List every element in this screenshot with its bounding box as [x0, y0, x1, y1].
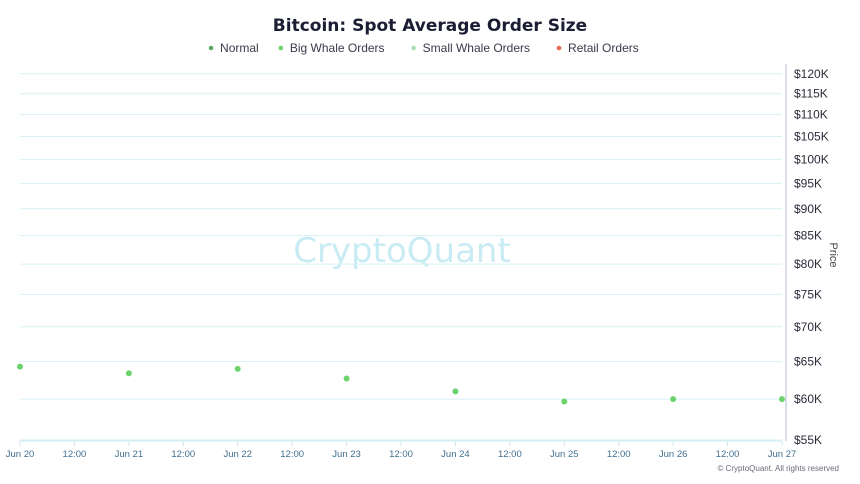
copyright: © CryptoQuant. All rights reserved	[718, 464, 840, 473]
grid	[20, 73, 782, 441]
y-tick-label: $115K	[794, 87, 828, 101]
legend-entry[interactable]: Big Whale Orders	[290, 41, 385, 55]
legend-marker	[208, 45, 214, 51]
data-point[interactable]	[234, 365, 241, 372]
x-tick-label: Jun 22	[223, 449, 252, 460]
y-tick-label: $60K	[794, 392, 822, 406]
x-tick-label: 12:00	[63, 449, 87, 460]
x-tick-label: 12:00	[498, 449, 522, 460]
y-tick-label: $80K	[794, 257, 822, 271]
data-point[interactable]	[125, 370, 132, 377]
legend-entry[interactable]: Retail Orders	[568, 41, 639, 55]
y-tick-label: $90K	[794, 202, 822, 216]
x-tick-label: Jun 26	[659, 449, 688, 460]
chart-title: Bitcoin: Spot Average Order Size	[273, 16, 587, 36]
legend-entry[interactable]: Normal	[220, 41, 259, 55]
x-tick-label: Jun 20	[6, 449, 35, 460]
x-tick-label: 12:00	[280, 449, 304, 460]
legend-marker	[411, 45, 416, 51]
x-tick-label: 12:00	[171, 449, 195, 460]
y-tick-label: $65K	[794, 355, 822, 369]
watermark: CryptoQuant	[293, 231, 511, 271]
data-point[interactable]	[17, 363, 23, 370]
y-axis-label: Price	[827, 242, 839, 267]
y-tick-label: $105K	[794, 129, 829, 143]
y-tick-label: $85K	[794, 229, 822, 243]
x-tick-label: Jun 25	[550, 449, 579, 460]
x-tick-label: Jun 27	[768, 449, 797, 460]
y-tick-label: $120K	[794, 67, 829, 81]
legend-marker	[278, 45, 284, 51]
y-axis: $120K $115K $110K $105K $100K $95K $90K $85K $80…	[785, 64, 829, 447]
y-tick-label: $100K	[794, 152, 829, 166]
x-tick-label: 12:00	[389, 449, 413, 460]
data-point[interactable]	[561, 398, 568, 405]
data-point[interactable]	[670, 396, 677, 403]
data-point[interactable]	[779, 396, 785, 403]
data-point[interactable]	[343, 375, 350, 382]
legend-marker	[556, 45, 562, 51]
y-tick-label: $75K	[794, 287, 822, 301]
y-tick-label: $70K	[794, 320, 822, 334]
data-point[interactable]	[452, 388, 459, 395]
x-axis: Jun 20 12:00 Jun 21 12:00 Jun 22 12:00 Jun 23 1…	[6, 440, 797, 460]
data-points	[17, 363, 785, 405]
x-tick-label: 12:00	[716, 449, 740, 460]
y-tick-label: $95K	[794, 176, 822, 190]
x-tick-label: Jun 23	[332, 449, 361, 460]
x-tick-label: 12:00	[607, 449, 631, 460]
legend: Normal Big Whale Orders Small Whale Orders…	[208, 41, 639, 55]
y-tick-label: $55K	[794, 433, 822, 447]
x-tick-label: Jun 24	[441, 449, 470, 460]
x-tick-label: Jun 21	[115, 449, 144, 460]
y-tick-label: $110K	[794, 108, 828, 122]
legend-entry[interactable]: Small Whale Orders	[423, 41, 530, 55]
